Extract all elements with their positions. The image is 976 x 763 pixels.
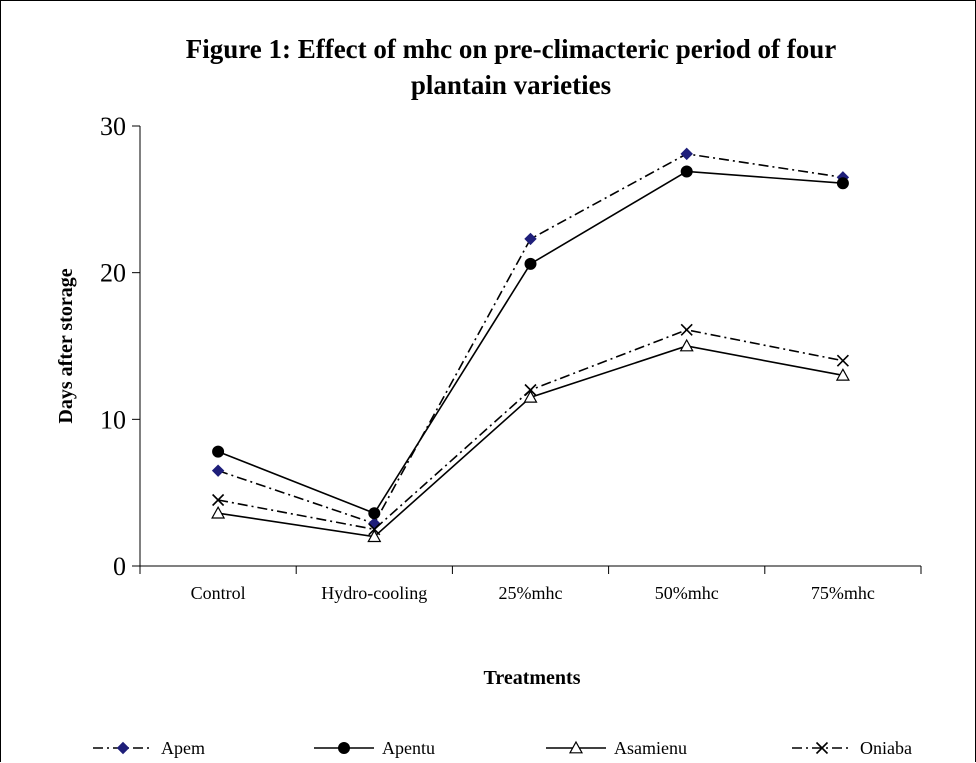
series-layer (211, 147, 850, 543)
legend: Apem Apentu Asamienu Oniaba (93, 738, 912, 758)
data-point-asamienu-75-mhc (835, 368, 850, 381)
data-point-asamienu-50-mhc (679, 338, 694, 352)
data-point-oniaba-hydro-cooling (368, 523, 381, 536)
y-axis-label: Days after storage (55, 268, 77, 423)
data-point-apentu-75-mhc (836, 177, 849, 190)
data-point-apem-25-mhc (524, 232, 537, 246)
legend-marker-apentu (338, 742, 350, 754)
data-point-asamienu-hydro-cooling (367, 529, 382, 543)
series-line-apem (217, 153, 844, 525)
legend-item-apem: Apem (93, 738, 205, 758)
series-asamienu (211, 338, 850, 543)
x-tick-label-control: Control (191, 583, 246, 603)
legend-label-asamienu: Asamienu (614, 738, 687, 758)
x-axis-label: Treatments (483, 667, 580, 689)
data-point-apentu-control (212, 445, 225, 458)
series-line-oniaba (217, 329, 844, 531)
data-point-apentu-hydro-cooling (368, 507, 381, 520)
series-line-asamienu (217, 345, 844, 538)
data-point-oniaba-75-mhc (836, 354, 849, 367)
x-tick-label-75-mhc: 75%mhc (811, 583, 875, 603)
data-point-apentu-25-mhc (524, 257, 537, 270)
chart-title-line-1: Figure 1: Effect of mhc on pre-climacter… (186, 34, 837, 64)
data-point-oniaba-control (212, 493, 225, 507)
data-point-apem-control (211, 464, 225, 477)
legend-item-oniaba: Oniaba (792, 738, 912, 758)
series-apentu (212, 165, 849, 520)
y-tick-label: 0 (113, 552, 126, 581)
series-line-apentu (217, 170, 843, 515)
x-tick-label-hydro-cooling: Hydro-cooling (321, 583, 427, 603)
y-tick-label: 30 (100, 112, 126, 141)
chart-title: Figure 1: Effect of mhc on pre-climacter… (186, 34, 837, 100)
data-point-apem-50-mhc (680, 147, 693, 161)
series-apem (211, 147, 850, 530)
x-tick-label-50-mhc: 50%mhc (655, 583, 719, 603)
axes: 0 10 20 30 Control Hydro-cooling 25%mhc 50%mhc 7… (100, 112, 922, 603)
legend-label-oniaba: Oniaba (860, 738, 912, 758)
legend-marker-oniaba (815, 741, 829, 755)
legend-marker-asamienu (568, 740, 584, 754)
chart-title-line-2: plantain varieties (411, 70, 611, 100)
data-point-apentu-50-mhc (680, 165, 693, 178)
data-point-oniaba-50-mhc (680, 323, 693, 336)
y-tick-label: 10 (100, 405, 126, 434)
y-tick-label: 20 (100, 259, 126, 288)
legend-item-apentu: Apentu (314, 738, 435, 758)
x-tick-label-25-mhc: 25%mhc (499, 583, 563, 603)
data-point-asamienu-25-mhc (523, 390, 538, 403)
series-oniaba (212, 323, 849, 536)
legend-label-apentu: Apentu (382, 738, 435, 758)
legend-label-apem: Apem (161, 738, 205, 758)
data-point-apem-hydro-cooling (368, 517, 381, 530)
legend-marker-apem (116, 741, 130, 755)
data-point-oniaba-25-mhc (524, 383, 537, 397)
legend-item-asamienu: Asamienu (546, 738, 687, 758)
data-point-asamienu-control (211, 505, 226, 519)
